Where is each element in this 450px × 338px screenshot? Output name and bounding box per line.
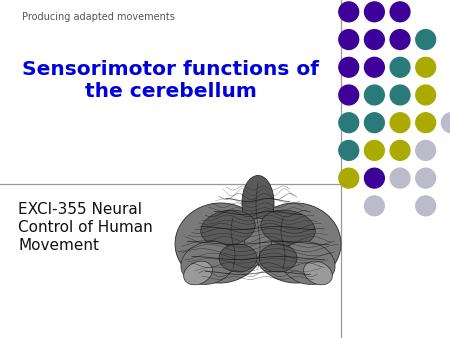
Text: Producing adapted movements: Producing adapted movements <box>22 12 175 22</box>
Ellipse shape <box>281 242 335 285</box>
Circle shape <box>339 2 359 22</box>
Ellipse shape <box>304 261 333 285</box>
Circle shape <box>364 85 384 105</box>
Circle shape <box>364 168 384 188</box>
Text: Control of Human: Control of Human <box>18 220 153 235</box>
Text: EXCI-355 Neural: EXCI-355 Neural <box>18 202 142 217</box>
Ellipse shape <box>244 218 272 258</box>
Circle shape <box>364 30 384 49</box>
Circle shape <box>339 85 359 105</box>
Circle shape <box>339 113 359 132</box>
Circle shape <box>416 85 436 105</box>
Circle shape <box>390 2 410 22</box>
Circle shape <box>390 168 410 188</box>
Circle shape <box>416 168 436 188</box>
Ellipse shape <box>259 244 297 272</box>
Circle shape <box>441 113 450 132</box>
Circle shape <box>416 57 436 77</box>
Ellipse shape <box>261 210 315 246</box>
Ellipse shape <box>219 244 257 272</box>
Circle shape <box>390 85 410 105</box>
Circle shape <box>339 141 359 160</box>
Circle shape <box>364 141 384 160</box>
Ellipse shape <box>181 242 235 285</box>
Circle shape <box>416 196 436 216</box>
Circle shape <box>339 30 359 49</box>
Circle shape <box>416 113 436 132</box>
Circle shape <box>364 57 384 77</box>
Ellipse shape <box>242 175 274 231</box>
Circle shape <box>390 141 410 160</box>
Ellipse shape <box>251 203 341 283</box>
Circle shape <box>390 57 410 77</box>
Ellipse shape <box>175 203 265 283</box>
Text: Sensorimotor functions of: Sensorimotor functions of <box>22 60 319 79</box>
Circle shape <box>416 141 436 160</box>
Circle shape <box>416 30 436 49</box>
Ellipse shape <box>184 261 212 285</box>
Circle shape <box>390 30 410 49</box>
Circle shape <box>364 2 384 22</box>
Ellipse shape <box>201 210 255 246</box>
Text: the cerebellum: the cerebellum <box>85 82 256 101</box>
Circle shape <box>339 168 359 188</box>
Text: Movement: Movement <box>18 238 99 253</box>
Circle shape <box>364 113 384 132</box>
Circle shape <box>390 113 410 132</box>
Circle shape <box>339 57 359 77</box>
Circle shape <box>364 196 384 216</box>
